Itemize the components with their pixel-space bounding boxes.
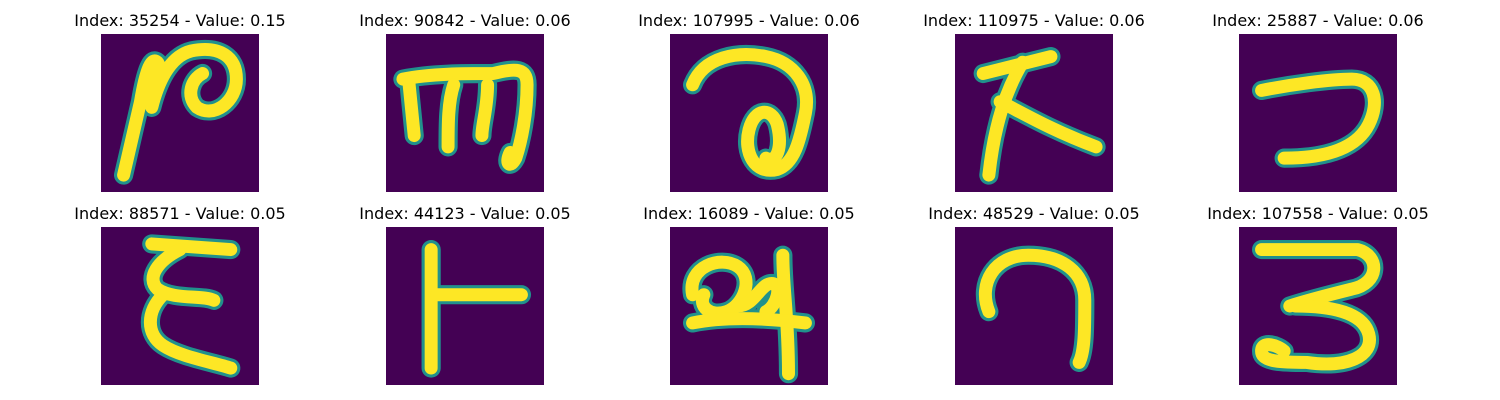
cursive-loop-glyph-image <box>670 227 828 385</box>
panel-title: Index: 107558 - Value: 0.05 <box>1207 204 1429 223</box>
sample-panel-5: Index: 25887 - Value: 0.06 <box>1176 12 1460 192</box>
arch-glyph-image <box>955 227 1113 385</box>
zigzag-glyph-image <box>101 227 259 385</box>
sample-panel-4: Index: 110975 - Value: 0.06 <box>892 12 1176 192</box>
panel-title: Index: 44123 - Value: 0.05 <box>359 204 571 223</box>
triple-stem-glyph-image <box>386 34 544 192</box>
panel-title: Index: 90842 - Value: 0.06 <box>359 11 571 30</box>
sample-panel-3: Index: 107995 - Value: 0.06 <box>607 12 891 192</box>
panel-title: Index: 48529 - Value: 0.05 <box>928 204 1140 223</box>
sample-panel-2: Index: 90842 - Value: 0.06 <box>323 12 607 192</box>
three-glyph-image <box>1239 227 1397 385</box>
sample-panel-8: Index: 16089 - Value: 0.05 <box>607 205 891 385</box>
curl-loop-glyph-image <box>670 34 828 192</box>
panel-title: Index: 25887 - Value: 0.06 <box>1212 11 1424 30</box>
sample-panel-9: Index: 48529 - Value: 0.05 <box>892 205 1176 385</box>
sample-panel-10: Index: 107558 - Value: 0.05 <box>1176 205 1460 385</box>
sample-panel-1: Index: 35254 - Value: 0.15 <box>38 12 322 192</box>
hook-loop-glyph-image <box>101 34 259 192</box>
panel-title: Index: 16089 - Value: 0.05 <box>643 204 855 223</box>
panel-title: Index: 110975 - Value: 0.06 <box>923 11 1145 30</box>
panel-title: Index: 107995 - Value: 0.06 <box>638 11 860 30</box>
sample-panel-7: Index: 44123 - Value: 0.05 <box>323 205 607 385</box>
panel-title: Index: 88571 - Value: 0.05 <box>74 204 286 223</box>
reverse-c-glyph-image <box>1239 34 1397 192</box>
t-bar-glyph-image <box>386 227 544 385</box>
sample-panel-6: Index: 88571 - Value: 0.05 <box>38 205 322 385</box>
panel-title: Index: 35254 - Value: 0.15 <box>74 11 286 30</box>
slanted-k-glyph-image <box>955 34 1113 192</box>
